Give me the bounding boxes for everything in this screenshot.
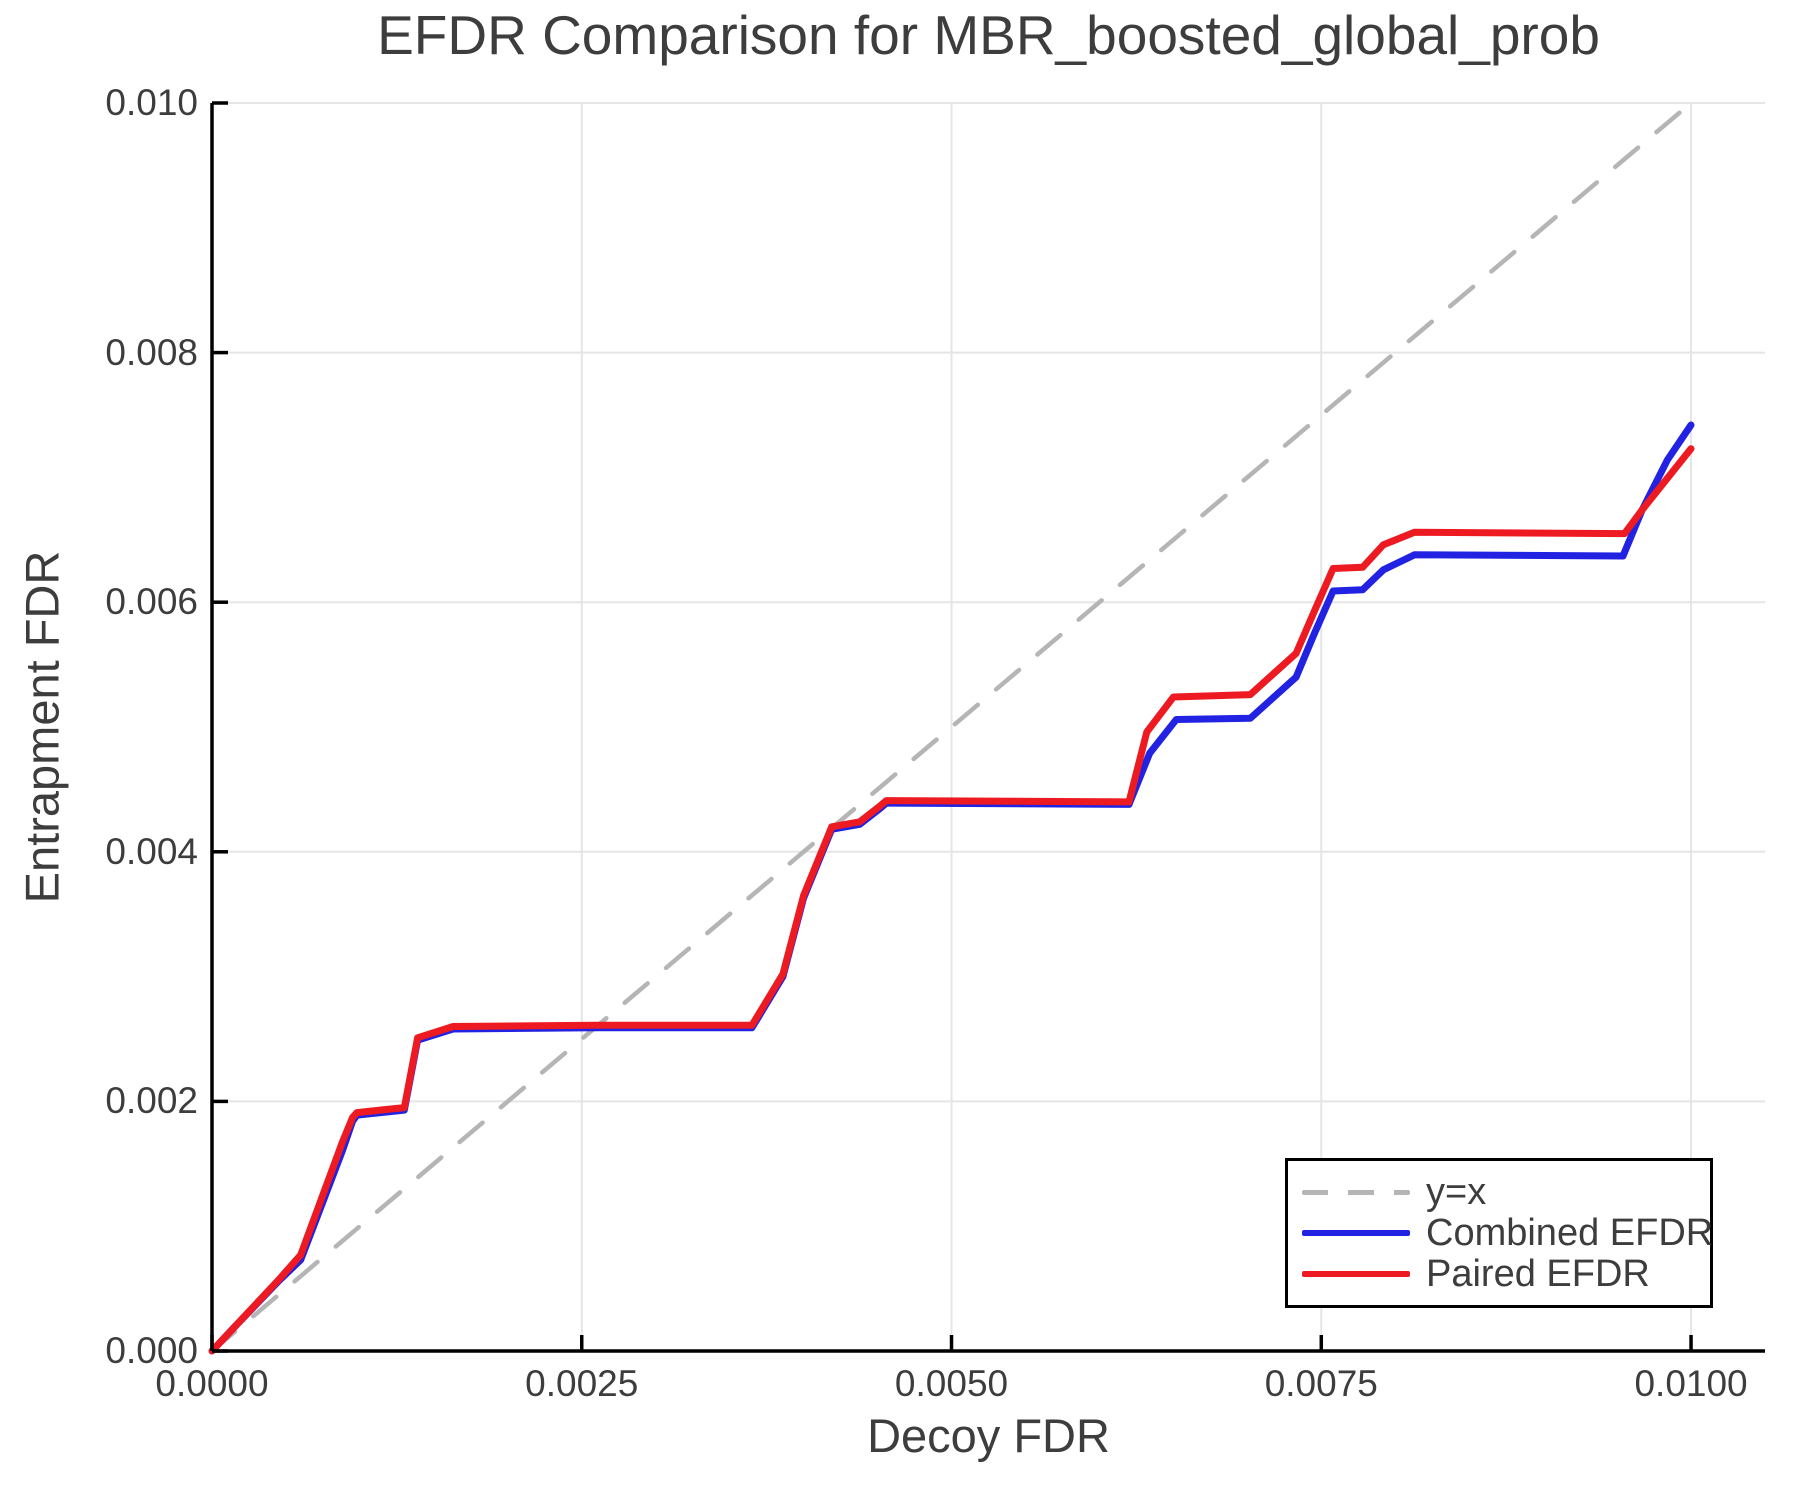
x-tick-label: 0.0025 bbox=[525, 1363, 639, 1404]
x-tick-label: 0.0075 bbox=[1264, 1363, 1378, 1404]
dashed-line-swatch bbox=[1302, 1189, 1410, 1195]
legend-label: y=x bbox=[1426, 1170, 1487, 1213]
legend-entry-yx: y=x bbox=[1302, 1170, 1710, 1213]
legend-entry-combined-efdr: Combined EFDR bbox=[1302, 1211, 1714, 1254]
legend-entry-paired-efdr: Paired EFDR bbox=[1302, 1252, 1710, 1295]
chart-title: EFDR Comparison for MBR_boosted_global_p… bbox=[377, 4, 1600, 66]
red-line-swatch bbox=[1302, 1271, 1410, 1277]
legend-label: Paired EFDR bbox=[1426, 1252, 1650, 1295]
legend-label: Combined EFDR bbox=[1426, 1211, 1714, 1254]
x-tick-label: 0.0050 bbox=[894, 1363, 1009, 1404]
x-tick-label: 0.0100 bbox=[1634, 1363, 1748, 1404]
series-paired-efdr bbox=[208, 445, 1695, 1355]
blue-line-swatch bbox=[1302, 1230, 1410, 1236]
series-y-x bbox=[209, 100, 1694, 1354]
plot-area bbox=[208, 100, 1765, 1355]
x-tick-label: 0.0000 bbox=[155, 1363, 269, 1404]
x-axis-label: Decoy FDR bbox=[867, 1409, 1110, 1462]
y-tick-label: 0.006 bbox=[105, 581, 198, 623]
plot-svg bbox=[208, 100, 1765, 1355]
y-tick-label: 0.000 bbox=[105, 1330, 198, 1371]
y-tick-label: 0.004 bbox=[105, 830, 198, 872]
y-tick-label: 0.002 bbox=[105, 1080, 198, 1122]
y-tick-label: 0.008 bbox=[105, 331, 198, 373]
legend-box: y=x Combined EFDR Paired EFDR bbox=[1285, 1158, 1713, 1308]
y-tick-label: 0.010 bbox=[105, 82, 198, 123]
